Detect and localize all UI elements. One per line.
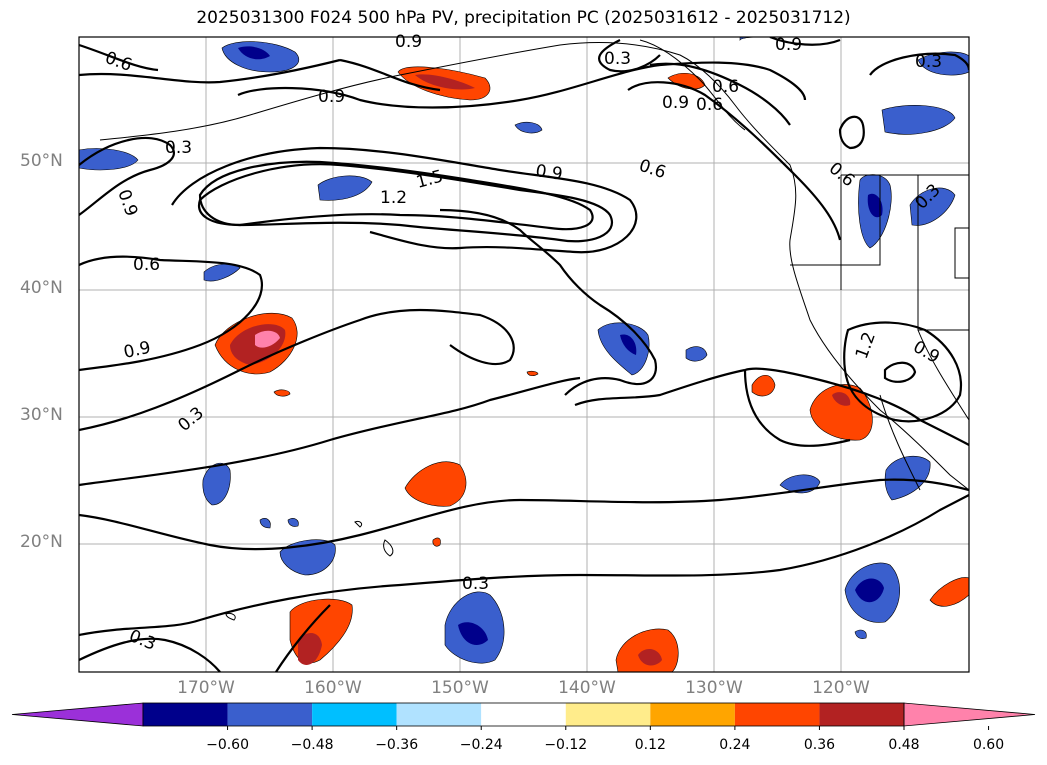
contour-label: 0.9 [534,161,564,185]
colorbar-tick-label: 0.48 [888,737,920,753]
contour-label: 0.6 [696,95,723,115]
longitude-label-120w: 120°W [812,678,870,698]
contour-label: 0.9 [395,32,422,52]
colorbar-segment [227,703,313,726]
contour-label: 1.2 [380,188,407,208]
colorbar-segment [734,703,820,726]
colorbar-min-extension [11,702,144,727]
negative-anomaly-areas [79,37,969,664]
map-title: 2025031300 F024 500 hPa PV, precipitatio… [196,8,851,28]
latitude-label-30n: 30°N [20,405,63,425]
latitude-label-20n: 20°N [20,532,63,552]
contour-label: 0.9 [662,93,689,113]
colorbar-segment [143,703,228,726]
colorbar-segment [312,703,397,726]
colorbar-tick-label: −0.12 [544,737,588,753]
colorbar [11,702,1036,730]
contour-label: 0.3 [462,574,489,594]
colorbar-tick-label: 0.24 [719,737,751,753]
contour-label-group: 0.6 0.9 0.9 0.3 0.6 0.3 0.9 0.6 0.3 1.5 … [102,32,944,655]
pv-contours [79,37,969,672]
latitude-label-50n: 50°N [20,151,63,171]
coastlines [99,39,969,621]
longitude-label-130w: 130°W [685,678,743,698]
latitude-label-40n: 40°N [20,278,63,298]
contour-label: 0.3 [915,52,942,72]
map-frame [78,36,970,673]
longitude-label-150w: 150°W [431,678,489,698]
positive-anomaly-areas [214,66,969,672]
colorbar-tick-label: −0.24 [459,737,503,753]
longitude-label-170w: 170°W [177,678,235,698]
contour-label: 0.9 [775,35,802,55]
colorbar-tick-label: −0.36 [375,737,419,753]
longitude-label-160w: 160°W [304,678,362,698]
colorbar-tick-label: 0.36 [803,737,836,753]
contour-label: 0.3 [604,49,631,69]
colorbar-segment [650,703,735,726]
colorbar-segment [396,703,482,726]
colorbar-segment [565,703,651,726]
precipitation-shading [79,37,969,672]
colorbar-segment [819,703,904,726]
contour-label: 0.6 [133,255,160,275]
colorbar-tick-label: −0.48 [290,737,334,753]
contour-label: 0.6 [712,77,739,97]
colorbar-tick-label: −0.60 [206,737,249,753]
colorbar-tick-label: 0.60 [972,737,1005,753]
colorbar-segment [481,703,566,726]
contour-label: 0.9 [318,87,345,107]
colorbar-tick-label: 0.12 [634,737,666,753]
colorbar-max-extension [903,702,1036,727]
contour-label: 0.3 [165,138,192,158]
colorbar-outline [142,702,905,727]
longitude-label-140w: 140°W [558,678,616,698]
